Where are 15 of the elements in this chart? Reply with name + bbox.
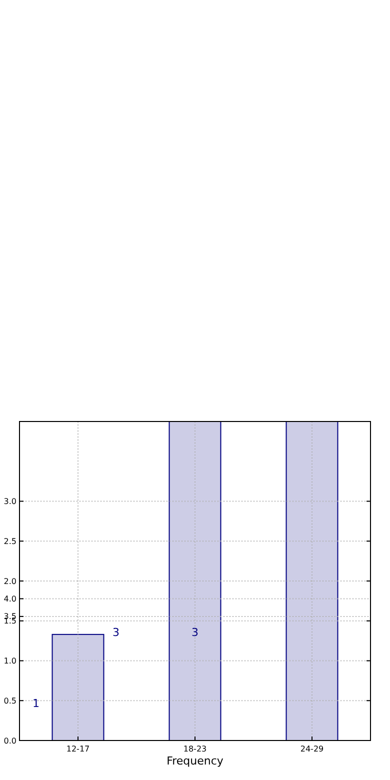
y-tick-label: 1.0	[4, 656, 16, 666]
y-tick-label: 0.5	[4, 696, 16, 706]
annotation: 3	[192, 626, 198, 639]
y-tick-label: 2.5	[4, 536, 16, 546]
y-tick-label: 1.5	[4, 616, 16, 626]
y2-tick-label: 4.0	[4, 594, 16, 604]
annotation: 3	[112, 626, 120, 639]
annotation: 1	[32, 696, 40, 710]
y-tick-label: 3.0	[4, 497, 16, 506]
y-tick-label: 2.0	[4, 576, 16, 586]
x-tick-label: 24-29	[300, 744, 324, 754]
x-tick-label: 12-17	[66, 744, 90, 754]
x-tick-label: 18-23	[183, 744, 207, 754]
x-axis-title: Frequency	[166, 754, 224, 768]
y-tick-label: 0.0	[4, 736, 16, 746]
